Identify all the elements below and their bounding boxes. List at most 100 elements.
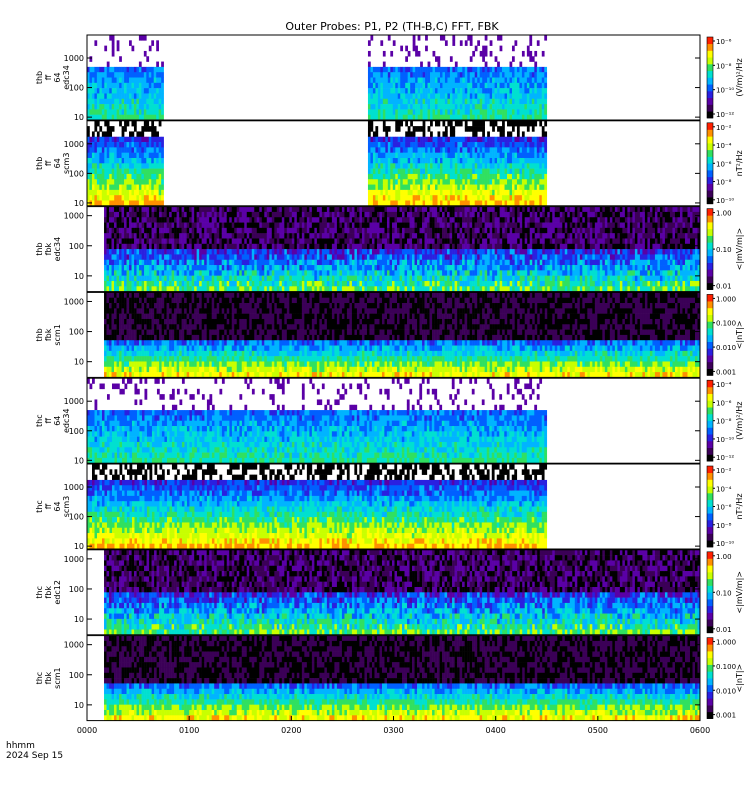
heatmap-cell <box>111 72 115 78</box>
heatmap-cell <box>509 163 513 169</box>
heatmap-cell <box>254 206 258 213</box>
heatmap-cell <box>269 280 273 287</box>
heatmap-cell <box>89 157 93 164</box>
heatmap-cell <box>370 98 374 105</box>
heatmap-cell <box>119 265 122 271</box>
heatmap-cell <box>139 217 142 223</box>
heatmap-cell <box>331 270 335 276</box>
heatmap-cell <box>422 275 425 282</box>
heatmap-cell <box>184 222 187 229</box>
heatmap-cell <box>544 195 548 201</box>
heatmap-cell <box>156 211 160 218</box>
heatmap-cell <box>469 56 473 62</box>
heatmap-cell <box>169 217 172 223</box>
heatmap-cell <box>472 200 476 206</box>
heatmap-cell <box>397 211 400 218</box>
heatmap-cell <box>407 233 410 239</box>
heatmap-cell <box>351 280 355 287</box>
heatmap-cell <box>474 173 478 180</box>
heatmap-cell <box>266 286 270 292</box>
heatmap-cell <box>410 72 413 78</box>
heatmap-cell <box>111 142 115 148</box>
heatmap-cell <box>211 254 215 261</box>
heatmap-cell <box>469 126 473 132</box>
heatmap-cell <box>236 243 240 250</box>
heatmap-cell <box>511 168 515 175</box>
heatmap-cell <box>154 270 157 276</box>
heatmap-cell <box>489 179 493 185</box>
heatmap-cell <box>124 109 127 115</box>
heatmap-cell <box>121 222 125 229</box>
heatmap-cell <box>474 114 478 120</box>
heatmap-cell <box>251 211 255 218</box>
heatmap-cell <box>109 136 113 143</box>
heatmap-cell <box>104 238 107 245</box>
heatmap-cell <box>437 168 441 175</box>
heatmap-cell <box>402 109 406 115</box>
heatmap-cell <box>159 217 162 223</box>
heatmap-cell <box>392 163 396 169</box>
heatmap-cell <box>136 66 140 73</box>
heatmap-cell <box>519 157 523 164</box>
heatmap-cell <box>291 217 295 223</box>
heatmap-cell <box>444 233 448 239</box>
heatmap-cell <box>494 136 498 143</box>
heatmap-cell <box>141 163 145 169</box>
heatmap-cell <box>494 120 498 127</box>
heatmap-cell <box>229 211 233 218</box>
heatmap-cell <box>390 200 394 206</box>
heatmap-cell <box>417 126 421 132</box>
heatmap-cell <box>179 249 182 255</box>
heatmap-cell <box>487 184 490 191</box>
heatmap-cell <box>435 88 438 94</box>
heatmap-cell <box>131 211 135 218</box>
heatmap-cell <box>534 72 538 78</box>
heatmap-cell <box>274 227 278 234</box>
heatmap-cell <box>376 270 380 276</box>
heatmap-cell <box>129 168 132 175</box>
heatmap-cell <box>146 286 150 292</box>
heatmap-cell <box>189 275 192 282</box>
heatmap-cell <box>239 243 243 250</box>
heatmap-cell <box>376 275 380 282</box>
heatmap-cell <box>246 275 250 282</box>
heatmap-cell <box>158 189 162 196</box>
heatmap-cell <box>196 227 200 234</box>
heatmap-cell <box>104 147 108 153</box>
heatmap-cell <box>467 66 471 73</box>
heatmap-cell <box>329 222 333 229</box>
heatmap-cell <box>534 114 538 120</box>
heatmap-cell <box>385 147 389 153</box>
heatmap-cell <box>395 98 399 105</box>
heatmap-cell <box>226 217 230 223</box>
heatmap-cell <box>374 270 378 276</box>
heatmap-cell <box>489 88 493 94</box>
heatmap-cell <box>407 88 411 94</box>
heatmap-cell <box>158 142 162 148</box>
heatmap-cell <box>194 238 197 245</box>
heatmap-cell <box>299 206 303 213</box>
heatmap-cell <box>336 206 340 213</box>
heatmap-cell <box>219 227 223 234</box>
heatmap-cell <box>126 173 130 180</box>
heatmap-cell <box>221 249 225 255</box>
heatmap-cell <box>414 243 418 250</box>
heatmap-cell <box>124 265 127 271</box>
heatmap-cell <box>529 152 533 159</box>
heatmap-cell <box>477 184 480 191</box>
heatmap-cell <box>541 163 545 169</box>
heatmap-cell <box>196 259 200 266</box>
heatmap-cell <box>402 227 405 234</box>
heatmap-cell <box>148 114 152 120</box>
heatmap-cell <box>158 195 162 201</box>
heatmap-cell <box>494 189 498 196</box>
heatmap-cell <box>153 157 157 164</box>
heatmap-cell <box>462 195 466 201</box>
heatmap-cell <box>256 238 260 245</box>
heatmap-cell <box>354 222 358 229</box>
heatmap-cell <box>514 168 518 175</box>
heatmap-cell <box>281 280 285 287</box>
heatmap-cell <box>286 238 290 245</box>
heatmap-cell <box>354 206 358 213</box>
heatmap-cell <box>402 200 406 206</box>
